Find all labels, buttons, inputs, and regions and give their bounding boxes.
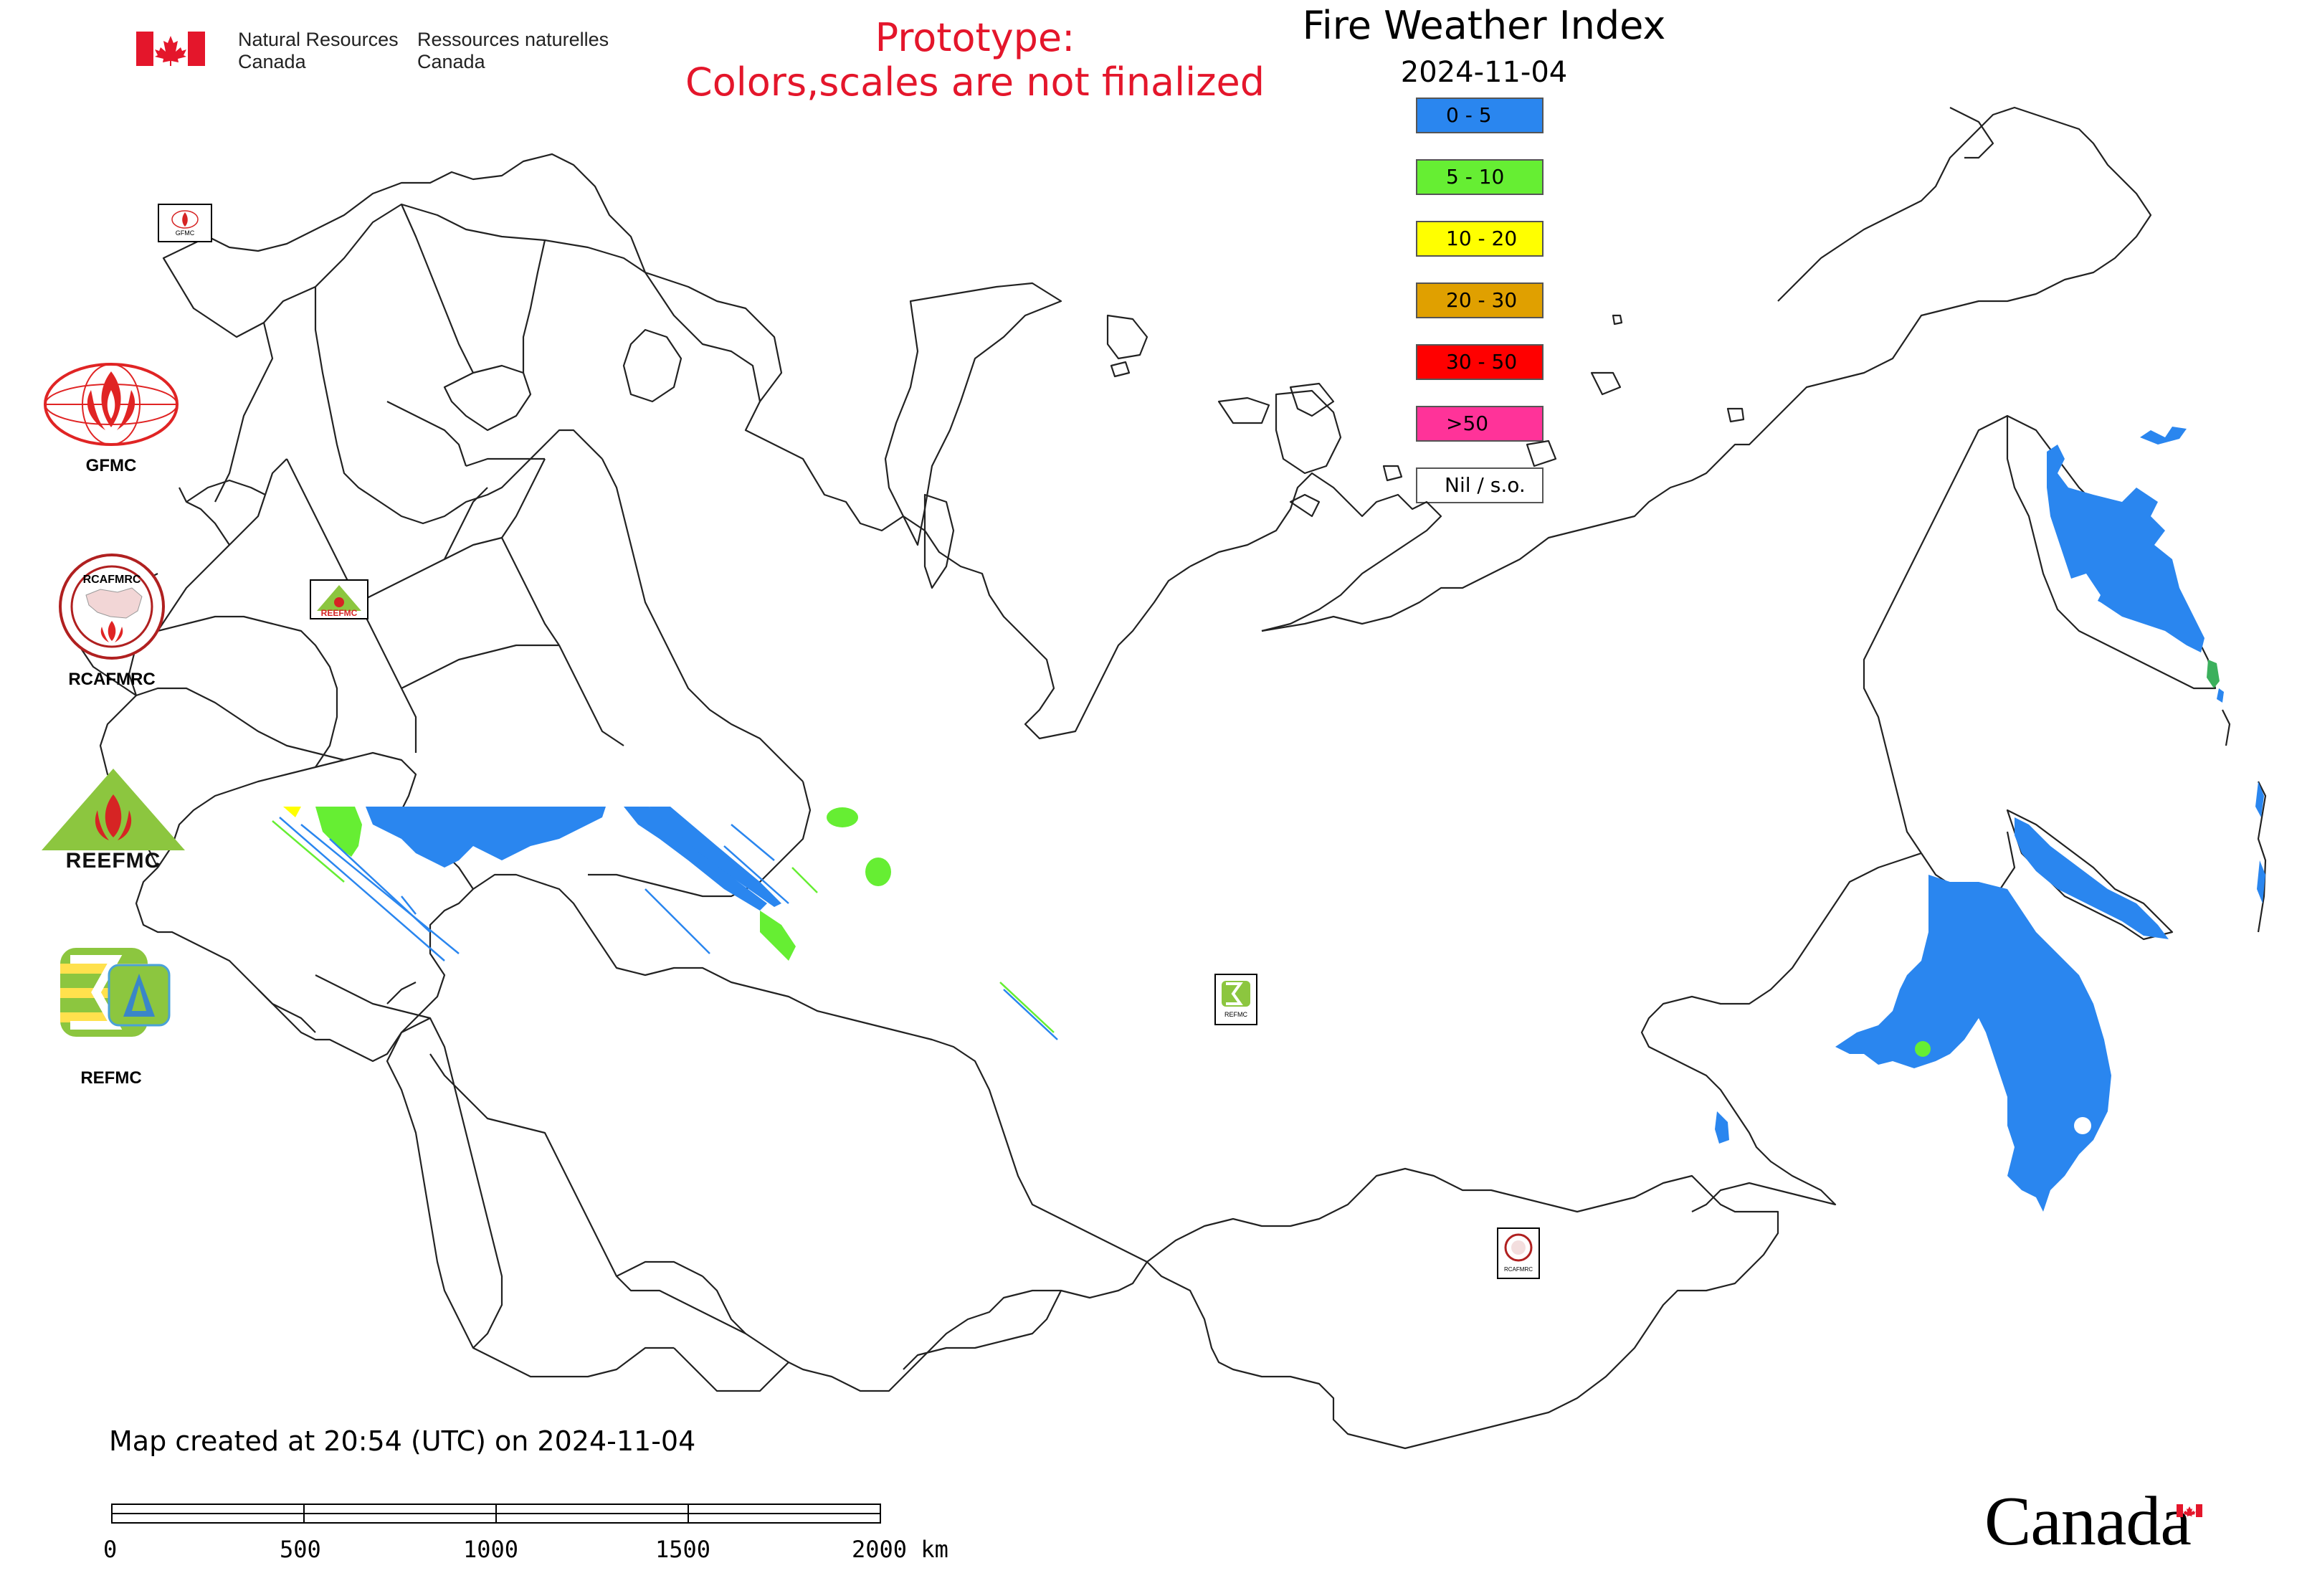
rcafmrc-logo[interactable]: RCAFMRC [57, 552, 166, 661]
agency-en-line1: Natural Resources [238, 29, 399, 50]
canada-wordmark: Canada [1984, 1483, 2192, 1560]
legend-item-nil: Nil / s.o. [1416, 467, 1544, 503]
prototype-warning: Prototype: Colors,scales are not finaliz… [667, 16, 1283, 105]
agency-name-fr: Ressources naturelles Canada [417, 29, 609, 73]
map-marker-rcafmrc-label: RCAFMRC [1504, 1266, 1533, 1273]
gfmc-logo[interactable] [39, 361, 183, 455]
gfmc-label: GFMC [85, 456, 137, 475]
agency-fr-line1: Ressources naturelles [417, 29, 609, 50]
novaya-zemlya [884, 282, 1062, 546]
legend-item-0-5: 0 - 5 [1416, 98, 1544, 133]
scandinavia-border [162, 153, 647, 338]
agency-name-en: Natural Resources Canada [238, 29, 399, 73]
amur-border [1640, 852, 1922, 1212]
okhotsk-coast [1863, 415, 2008, 854]
black-sea-coast [135, 867, 259, 990]
russia-north-coast [645, 271, 1191, 740]
legend: 0 - 5 5 - 10 10 - 20 20 - 30 30 - 50 >50… [1416, 98, 1544, 503]
fwi-amur-5-10 [1915, 1041, 1931, 1057]
fwi-kamchatka-0-5 [2047, 445, 2205, 652]
map-created-timestamp: Map created at 20:54 (UTC) on 2024-11-04 [109, 1425, 696, 1457]
refmc-label: REFMC [80, 1068, 142, 1088]
scale-label-2000-km: 2000 km [852, 1536, 948, 1563]
map-title: Fire Weather Index [1302, 3, 1666, 48]
fwi-spot-5-10 [827, 807, 858, 827]
legend-item-30-50: 30 - 50 [1416, 344, 1544, 380]
east-siberia-coast [1261, 106, 2152, 632]
map-marker-refmc-label: REFMC [1224, 1011, 1247, 1018]
rcafmrc-label: RCAFMRC [68, 670, 156, 689]
fwi-data-layer [272, 427, 2265, 1212]
scale-label-0: 0 [103, 1536, 118, 1563]
scale-label-1000: 1000 [463, 1536, 519, 1563]
prototype-line1: Prototype: [875, 15, 1075, 60]
fwi-okhotsk-shore-0-5 [2015, 817, 2169, 939]
map-marker-reefmc-label: REEFMC [320, 608, 358, 618]
refmc-logo[interactable] [57, 945, 172, 1041]
caspian-sea [386, 1017, 503, 1349]
rcafmrc-logo-inner-text: RCAFMRC [82, 574, 141, 586]
agency-en-line2: Canada [238, 51, 306, 72]
map-marker-gfmc[interactable]: GFMC [158, 204, 212, 242]
map-marker-gfmc-label: GFMC [175, 229, 195, 237]
taymyr-coast [1189, 472, 1442, 632]
scale-label-500: 500 [280, 1536, 321, 1563]
map-date: 2024-11-04 [1400, 56, 1568, 89]
map-marker-refmc[interactable]: REFMC [1214, 974, 1257, 1025]
russia-kazakhstan-border [257, 873, 1148, 1263]
legend-item-5-10: 5 - 10 [1416, 159, 1544, 195]
prototype-line2: Colors,scales are not finalized [685, 60, 1265, 105]
map-marker-reefmc[interactable]: REEFMC [310, 579, 368, 619]
legend-item-over-50: >50 [1416, 406, 1544, 442]
mongolia-border [1146, 1167, 1779, 1450]
map-marker-rcafmrc[interactable]: RCAFMRC [1497, 1227, 1540, 1279]
kazakhstan-south [429, 1053, 1148, 1392]
fwi-amur-basin-0-5 [1835, 875, 2111, 1212]
legend-item-10-20: 10 - 20 [1416, 221, 1544, 257]
reefmc-logo[interactable]: REEFMC [37, 766, 189, 875]
reefmc-wordmark: REEFMC [65, 849, 161, 873]
scale-label-1500: 1500 [655, 1536, 711, 1563]
legend-item-20-30: 20 - 30 [1416, 282, 1544, 318]
fwi-west-band-0-5 [366, 807, 606, 868]
agency-fr-line2: Canada [417, 51, 485, 72]
